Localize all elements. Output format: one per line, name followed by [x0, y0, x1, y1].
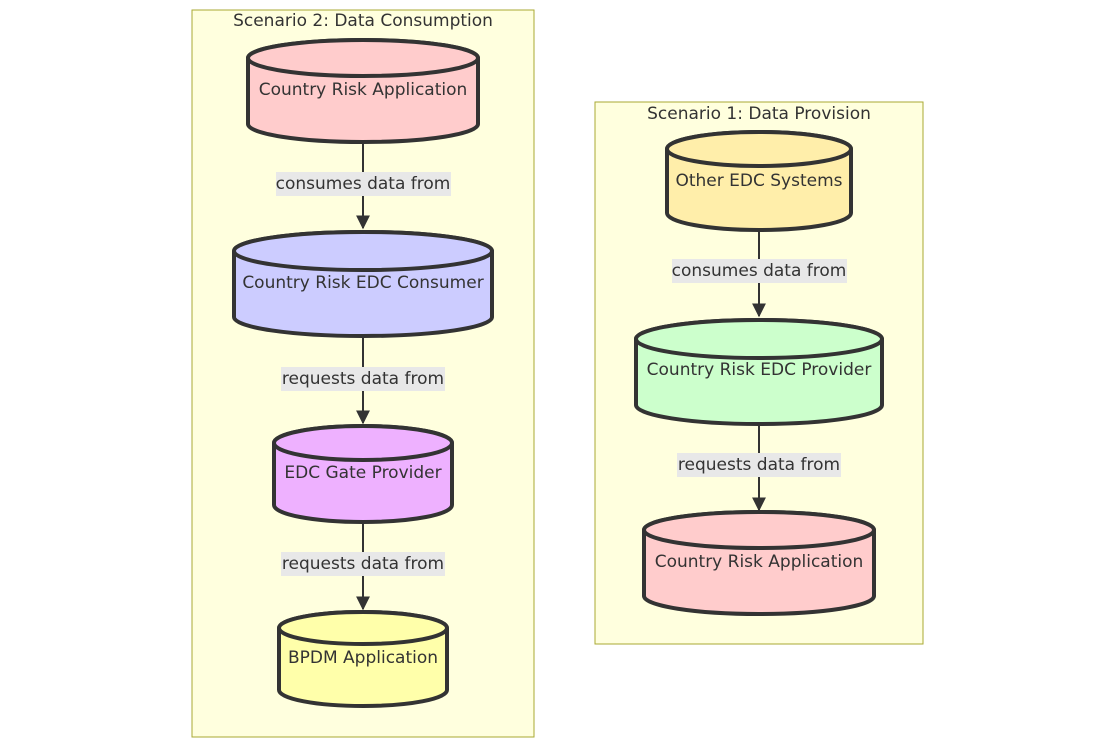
edge-label-bg	[281, 552, 445, 576]
node-label: Country Risk EDC Provider	[647, 360, 872, 380]
node-s1-country-risk-application: Country Risk Application	[642, 510, 876, 616]
node-label: BPDM Application	[288, 648, 438, 668]
node-s2-bpdm-application: BPDM Application	[277, 610, 449, 708]
node-s2-country-risk-application: Country Risk Application	[246, 38, 480, 144]
cylinder-top	[665, 130, 853, 168]
node-label: Country Risk Application	[655, 552, 864, 572]
edge-label: requests data from	[678, 455, 840, 475]
node-s2-edc-gate-provider: EDC Gate Provider	[272, 424, 454, 524]
edge-s2-consumer-to-gate: requests data from	[281, 336, 445, 425]
edge-label-bg	[281, 367, 445, 391]
node-label: EDC Gate Provider	[284, 463, 441, 483]
edge-s1-provider-to-app: requests data from	[677, 424, 841, 512]
cylinder-top	[232, 230, 494, 272]
edge-s2-gate-to-bpdm: requests data from	[281, 522, 445, 611]
cylinder-top	[634, 318, 884, 360]
edge-label-bg	[276, 172, 451, 196]
node-s1-other-edc-systems: Other EDC Systems	[665, 130, 853, 232]
edge-label: requests data from	[282, 369, 444, 389]
edge-s2-app-to-consumer: consumes data from	[276, 142, 451, 230]
edge-label-bg	[677, 453, 841, 477]
cluster-title: Scenario 2: Data Consumption	[233, 11, 493, 31]
node-label: Other EDC Systems	[675, 171, 842, 191]
node-s1-country-risk-edc-provider: Country Risk EDC Provider	[634, 318, 884, 426]
cylinder-top	[272, 424, 454, 462]
cluster-title: Scenario 1: Data Provision	[647, 104, 871, 124]
node-s2-country-risk-edc-consumer: Country Risk EDC Consumer	[232, 230, 494, 338]
cylinder-top	[277, 610, 449, 646]
node-label: Country Risk EDC Consumer	[242, 273, 483, 293]
edge-label: consumes data from	[276, 174, 451, 194]
edge-label-bg	[672, 259, 847, 283]
edge-label: requests data from	[282, 554, 444, 574]
cylinder-top	[642, 510, 876, 550]
edge-label: consumes data from	[672, 261, 847, 281]
node-label: Country Risk Application	[259, 80, 468, 100]
edge-s1-other-to-provider: consumes data from	[672, 230, 847, 318]
cylinder-top	[246, 38, 480, 78]
